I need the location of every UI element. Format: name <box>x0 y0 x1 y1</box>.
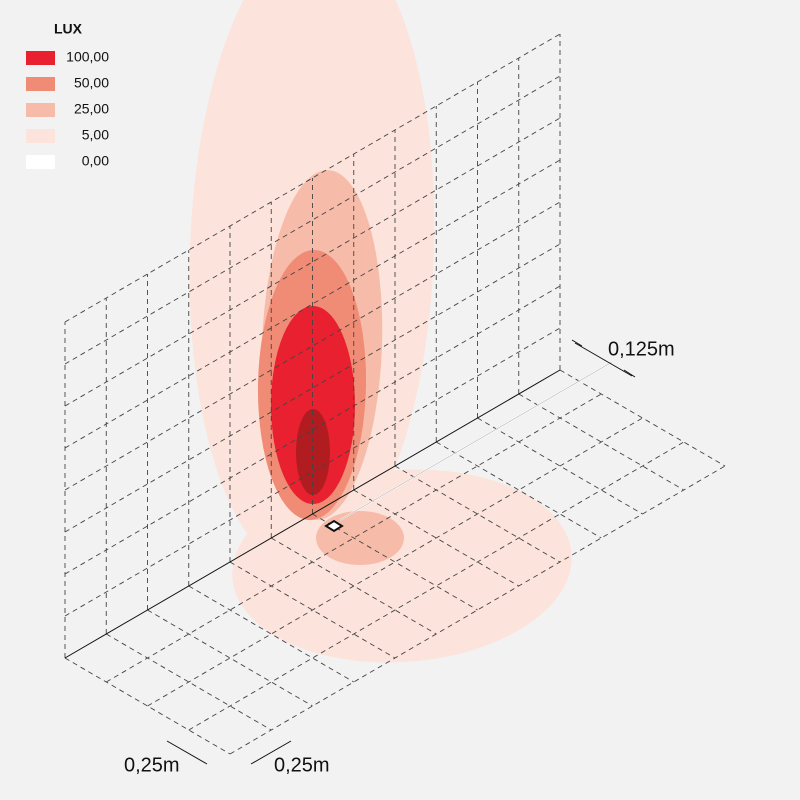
grid <box>64 33 726 755</box>
floor-grid-line <box>229 465 726 755</box>
legend-label: 50,00 <box>74 75 109 91</box>
wall-grid-line <box>64 117 561 407</box>
wall-grid-line <box>64 159 561 449</box>
wall-grid-line <box>64 201 561 491</box>
dimension-marks <box>166 339 636 765</box>
legend: LUX 100,00 50,00 25,00 5,00 0,00 <box>26 21 109 169</box>
floor-grid-line <box>518 393 684 491</box>
wall-grid-line <box>64 285 561 575</box>
floor-grid-line <box>312 513 478 611</box>
legend-title: LUX <box>54 21 83 37</box>
floor-grid-line <box>559 369 726 467</box>
legend-swatch <box>26 103 55 117</box>
floor-grid-line <box>106 393 602 683</box>
dimension-label: 0,25m <box>124 754 180 776</box>
lux-contour <box>316 511 404 565</box>
floor-grid-line <box>188 585 354 683</box>
floor-grid-line <box>147 609 313 707</box>
wall-grid-line <box>64 75 561 365</box>
lux-contour <box>271 306 355 504</box>
mount-line <box>339 361 613 521</box>
legend-label: 25,00 <box>74 101 109 117</box>
wall-grid-line <box>64 243 561 533</box>
floor-grid-line <box>106 633 272 731</box>
dimension-label: 0,125m <box>608 338 675 360</box>
legend-label: 5,00 <box>82 127 109 143</box>
floor-grid-line <box>188 441 684 731</box>
legend-swatch <box>26 155 55 169</box>
floor-grid-line <box>394 465 561 563</box>
floor-grid-line <box>271 537 437 635</box>
floor-grid-line <box>64 657 231 755</box>
light-fixture <box>324 519 344 533</box>
wall-grid-line <box>64 327 561 617</box>
floor-grid-line <box>353 489 519 587</box>
floor-grid-line <box>477 417 643 515</box>
wall-grid-line <box>64 33 561 323</box>
base-line <box>64 369 561 659</box>
lux-contour <box>296 409 330 495</box>
legend-swatch <box>26 51 55 65</box>
floor-grid-line <box>436 441 602 539</box>
dimension-label: 0,25m <box>274 754 330 776</box>
floor-grid-line <box>229 561 396 659</box>
floor-grid-line <box>147 417 643 707</box>
legend-label: 100,00 <box>66 49 109 65</box>
legend-label: 0,00 <box>82 153 109 169</box>
legend-swatch <box>26 77 55 91</box>
legend-swatch <box>26 129 55 143</box>
